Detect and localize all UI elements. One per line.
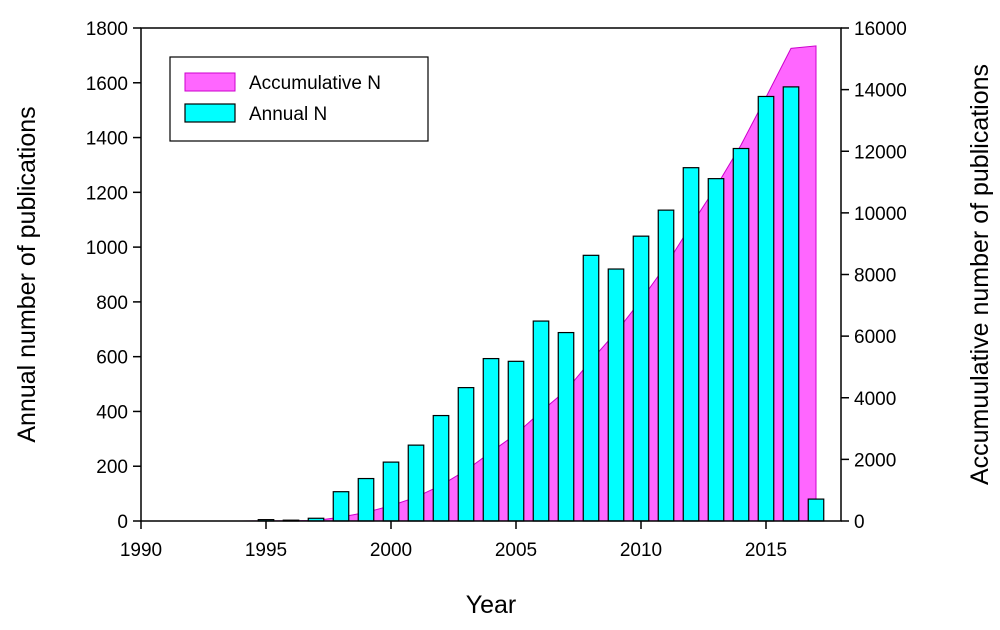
y-axis-title: Annual number of publications — [13, 106, 41, 442]
y2-tick-label-12000: 12000 — [854, 142, 907, 163]
bar-2008 — [582, 254, 600, 522]
y2-axis-title: Accumuulative number of publications — [966, 64, 994, 485]
y-tick-label-0: 0 — [117, 512, 128, 533]
y2-tick-label-0: 0 — [854, 512, 865, 533]
x-tick-label-2000: 2000 — [370, 540, 412, 561]
y2-tick-label-14000: 14000 — [854, 81, 907, 102]
bar-2016 — [782, 86, 800, 522]
y-tick-label-1400: 1400 — [86, 129, 128, 150]
x-tick-label-1990: 1990 — [120, 540, 162, 561]
x-tick-label-2010: 2010 — [620, 540, 662, 561]
y-tick-label-800: 800 — [96, 293, 128, 314]
y-tick-label-1800: 1800 — [86, 19, 128, 40]
x-axis-title: Year — [466, 591, 517, 619]
y2-tick-label-16000: 16000 — [854, 19, 907, 40]
y-tick-label-600: 600 — [96, 348, 128, 369]
y-tick-label-1200: 1200 — [86, 183, 128, 204]
legend-label-annual: Annual N — [249, 104, 327, 125]
bar-2017 — [807, 498, 825, 522]
y2-tick-label-6000: 6000 — [854, 327, 896, 348]
bar-2006 — [532, 320, 550, 522]
bar-2001 — [407, 444, 425, 522]
legend-label-accumulative: Accumulative N — [249, 73, 381, 94]
x-tick-label-2005: 2005 — [495, 540, 537, 561]
legend: Accumulative N Annual N — [169, 56, 429, 142]
y2-tick-label-10000: 10000 — [854, 204, 907, 225]
bar-1998 — [332, 491, 350, 522]
bar-2002 — [432, 414, 450, 522]
bar-2011 — [657, 209, 675, 522]
y-tick-label-400: 400 — [96, 402, 128, 423]
bar-2009 — [607, 268, 625, 522]
x-tick-label-2015: 2015 — [745, 540, 787, 561]
legend-swatch-accumulative — [184, 72, 236, 92]
y-tick-label-1000: 1000 — [86, 238, 128, 259]
axes-layer: 1990 1995 2000 2005 2010 2015 0 200 400 600 800 100… — [86, 19, 907, 561]
y2-tick-label-4000: 4000 — [854, 389, 896, 410]
legend-box — [169, 56, 429, 142]
y-tick-label-200: 200 — [96, 457, 128, 478]
bar-2004 — [482, 357, 500, 522]
bar-2014 — [732, 147, 750, 522]
y2-tick-label-2000: 2000 — [854, 450, 896, 471]
bar-2015 — [757, 95, 775, 522]
annual-bars-layer — [257, 86, 825, 522]
bar-2005 — [507, 360, 525, 522]
bar-2013 — [707, 178, 725, 522]
y-tick-label-1600: 1600 — [86, 74, 128, 95]
y2-tick-label-8000: 8000 — [854, 266, 896, 287]
bar-2000 — [382, 461, 400, 522]
x-tick-label-1995: 1995 — [245, 540, 287, 561]
bar-1999 — [357, 477, 375, 522]
bar-2012 — [682, 167, 700, 522]
legend-swatch-annual — [184, 103, 236, 123]
bar-2010 — [632, 235, 650, 522]
bar-2007 — [557, 331, 575, 522]
bar-2003 — [457, 387, 475, 522]
